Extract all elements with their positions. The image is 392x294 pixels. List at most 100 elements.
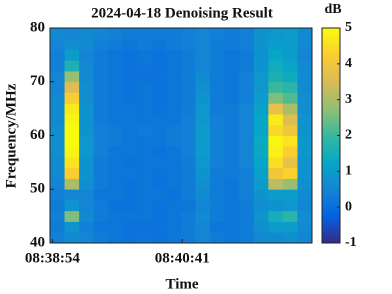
heatmap-cell: [268, 135, 284, 147]
heatmap-cell: [253, 167, 269, 179]
heatmap-cell: [64, 221, 80, 233]
heatmap-cell: [64, 92, 80, 104]
heatmap-cell: [79, 49, 95, 61]
heatmap-cell: [268, 167, 284, 179]
heatmap-cell: [268, 200, 284, 212]
heatmap-cell: [64, 178, 80, 190]
heatmap-cell: [64, 189, 80, 201]
heatmap-cell: [210, 38, 226, 50]
heatmap-cell: [64, 232, 80, 244]
heatmap-cell: [253, 200, 269, 212]
heatmap-cell: [195, 232, 211, 244]
heatmap-cell: [239, 157, 255, 169]
heatmap-cell: [151, 60, 167, 72]
heatmap-cell: [253, 189, 269, 201]
heatmap-cell: [166, 146, 182, 158]
heatmap-cell: [122, 210, 138, 222]
heatmap-cell: [151, 232, 167, 244]
heatmap-cell: [137, 38, 153, 50]
heatmap-cell: [181, 114, 196, 126]
heatmap-cell: [181, 146, 196, 158]
heatmap-cell: [64, 146, 80, 158]
heatmap-cell: [195, 92, 211, 104]
heatmap-cell: [282, 146, 298, 158]
heatmap-cell: [297, 135, 313, 147]
heatmap-cell: [151, 71, 167, 83]
heatmap-cell: [151, 210, 167, 222]
heatmap-cell: [108, 232, 124, 244]
heatmap-cell: [166, 81, 182, 93]
x-tick-label: 08:40:41: [155, 250, 210, 266]
heatmap-cell: [50, 28, 65, 40]
heatmap-cell: [151, 114, 167, 126]
heatmap-cell: [239, 38, 255, 50]
heatmap-cell: [93, 178, 109, 190]
heatmap-cell: [195, 167, 211, 179]
heatmap-cell: [224, 189, 240, 201]
heatmap-cell: [64, 157, 80, 169]
heatmap-cell: [93, 146, 109, 158]
heatmap-cell: [239, 81, 255, 93]
heatmap-cell: [297, 146, 313, 158]
heatmap-cell: [282, 38, 298, 50]
heatmap-cell: [239, 135, 255, 147]
heatmap-cell: [297, 38, 313, 50]
heatmap-cell: [195, 189, 211, 201]
colorbar-tick-label: 2: [345, 128, 352, 143]
heatmap-cell: [282, 210, 298, 222]
heatmap-cell: [151, 38, 167, 50]
heatmap-cell: [195, 146, 211, 158]
heatmap-cell: [166, 200, 182, 212]
heatmap-cell: [239, 114, 255, 126]
heatmap-cell: [108, 210, 124, 222]
heatmap-cell: [195, 81, 211, 93]
heatmap-cell: [122, 146, 138, 158]
heatmap-cell: [239, 200, 255, 212]
heatmap-cell: [79, 103, 95, 115]
heatmap-cell: [181, 157, 196, 169]
heatmap-cell: [297, 210, 313, 222]
heatmap-cell: [122, 124, 138, 136]
heatmap-cell: [181, 167, 196, 179]
heatmap-cell: [50, 178, 65, 190]
heatmap-cell: [108, 60, 124, 72]
heatmap-cell: [64, 124, 80, 136]
heatmap-cell: [282, 157, 298, 169]
heatmap-cell: [195, 71, 211, 83]
heatmap-cell: [79, 221, 95, 233]
heatmap-cell: [210, 135, 226, 147]
heatmap-cell: [224, 178, 240, 190]
heatmap-cell: [50, 232, 65, 244]
heatmap-cell: [151, 200, 167, 212]
heatmap-cell: [239, 103, 255, 115]
heatmap-cell: [297, 232, 313, 244]
heatmap-cell: [268, 103, 284, 115]
heatmap-cell: [79, 38, 95, 50]
heatmap-cell: [93, 200, 109, 212]
heatmap-cell: [181, 124, 196, 136]
heatmap-cell: [108, 146, 124, 158]
heatmap-cell: [122, 71, 138, 83]
heatmap-cell: [239, 232, 255, 244]
colorbar-tick-label: 5: [345, 20, 352, 35]
heatmap-cell: [122, 38, 138, 50]
heatmap-cell: [239, 49, 255, 61]
heatmap-cell: [151, 103, 167, 115]
heatmap-cell: [122, 167, 138, 179]
heatmap-cell: [122, 114, 138, 126]
heatmap-cell: [137, 221, 153, 233]
heatmap-cell: [268, 60, 284, 72]
heatmap-cell: [210, 49, 226, 61]
heatmap-cell: [137, 49, 153, 61]
heatmap-cell: [93, 157, 109, 169]
colorbar-label: dB: [324, 2, 341, 17]
heatmap-cell: [50, 167, 65, 179]
colorbar-tick-label: 4: [345, 56, 352, 71]
heatmap-cell: [108, 221, 124, 233]
heatmap-cell: [93, 38, 109, 50]
heatmap-cell: [195, 38, 211, 50]
heatmap-cell: [268, 49, 284, 61]
y-axis-label: Frequency/MHz: [3, 83, 19, 188]
heatmap-cell: [210, 167, 226, 179]
heatmap-cell: [122, 60, 138, 72]
